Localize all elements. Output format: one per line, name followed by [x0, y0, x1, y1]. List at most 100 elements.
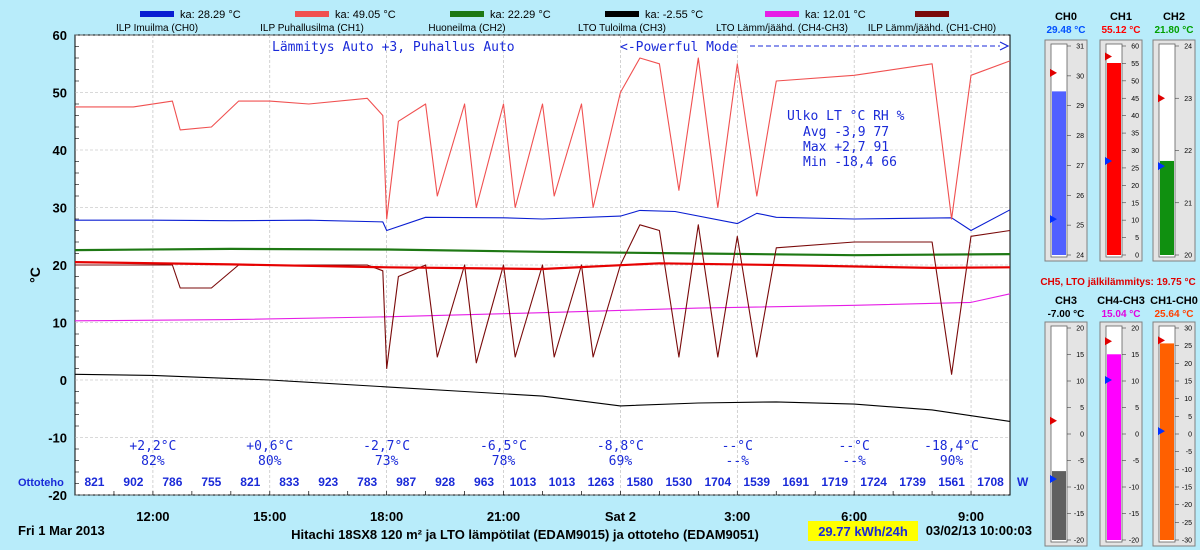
y-tick-label: -10 [48, 431, 67, 446]
gauge-min-marker [1105, 375, 1112, 384]
gauge-label: CH3 [1055, 295, 1077, 307]
gauge-tick-label: 30 [1131, 148, 1139, 155]
outdoor-stats-min: Min -18,4 66 [803, 155, 897, 170]
gauge-tick-label: -15 [1074, 511, 1084, 518]
gauge-tick-label: 25 [1076, 223, 1084, 230]
outdoor-rh-label: 80% [258, 454, 282, 469]
gauge-fill [1052, 91, 1066, 255]
gauge-tick-label: -5 [1078, 458, 1084, 465]
gauge-tick-label: 20 [1184, 253, 1192, 260]
temperature-chart: -20 -10 0 10 20 30 40 50 60 12:00 15:00 18:00 21:00 S… [18, 9, 1032, 542]
outdoor-temp-label: --°C [839, 439, 870, 454]
ottoteho-value: 821 [84, 475, 104, 489]
energy-badge: 29.77 kWh/24h [818, 524, 908, 539]
energy-badge-background [808, 521, 918, 541]
gauge-max-marker [1050, 416, 1057, 425]
gauge-label: CH0 [1055, 11, 1077, 23]
series-line-1 [75, 57, 1011, 220]
outdoor-temp-label: -2,7°C [363, 439, 410, 454]
legend-avg: ka: 28.29 °C [180, 9, 241, 21]
gauge-fill [1160, 343, 1174, 540]
y-tick-label: 30 [53, 201, 67, 216]
outdoor-stats-header: Ulko LT °C RH % [787, 109, 905, 124]
powerful-mode-annotation: <-Powerful Mode [620, 40, 738, 55]
gauge-tick-label: 25 [1184, 343, 1192, 350]
gauge-label: CH1-CH0 [1150, 295, 1198, 307]
gauge-tick-label: 15 [1131, 352, 1139, 359]
gauge-value: 15.04 °C [1101, 309, 1140, 320]
gauge-tick-label: -10 [1129, 485, 1139, 492]
gauge-min-marker [1158, 427, 1165, 436]
gauge-label: CH4-CH3 [1097, 295, 1145, 307]
gauge-tick-label: 23 [1184, 96, 1192, 103]
legend-name: LTO Tuloilma (CH3) [578, 23, 666, 34]
ottoteho-value: 987 [396, 475, 416, 489]
gauge-tick-label: 10 [1131, 379, 1139, 386]
gauge-tick-label: -15 [1129, 511, 1139, 518]
ottoteho-value: 755 [201, 475, 221, 489]
ottoteho-value: 1704 [704, 475, 731, 489]
x-tick-label: 3:00 [724, 509, 750, 524]
y-tick-label: -20 [48, 488, 67, 503]
mode-annotation: Lämmitys Auto +3, Puhallus Auto [272, 40, 515, 55]
y-tick-label: 40 [53, 143, 67, 158]
outdoor-stats-max: Max +2,7 91 [803, 140, 889, 155]
ch5-readout: CH5, LTO jälkilämmitys: 19.75 °C [1040, 277, 1195, 288]
ottoteho-value: 1708 [977, 475, 1004, 489]
legend-swatch-1 [295, 11, 329, 17]
y-axis-label: °C [27, 267, 43, 283]
outdoor-rh-label: 90% [940, 454, 964, 469]
outdoor-temp-label: -8,8°C [597, 439, 644, 454]
footer-title: Hitachi 18SX8 120 m² ja LTO lämpötilat (… [291, 527, 759, 542]
outdoor-rh-label: 73% [375, 454, 399, 469]
ottoteho-value: 928 [435, 475, 455, 489]
ottoteho-value: 923 [318, 475, 338, 489]
gauge-tick-label: 35 [1131, 131, 1139, 138]
x-tick-label: 6:00 [841, 509, 867, 524]
ottoteho-value: 902 [123, 475, 143, 489]
gauge-value: 29.48 °C [1046, 25, 1085, 36]
outdoor-rh-label: --% [726, 454, 750, 469]
gauge-tick-label: 15 [1131, 200, 1139, 207]
series-line-4 [74, 293, 1011, 322]
series-group [74, 57, 1011, 422]
legend-avg: ka: 49.05 °C [335, 9, 396, 21]
gauge-tick-label: 5 [1188, 414, 1192, 421]
gauge-tick-label: 20 [1131, 326, 1139, 333]
legend-swatch-0 [140, 11, 174, 17]
legend-name: ILP Imuilma (CH0) [116, 23, 198, 34]
gauge-tick-label: 15 [1076, 352, 1084, 359]
gauge-label: CH1 [1110, 11, 1132, 23]
ottoteho-value: 1724 [860, 475, 887, 489]
gauge-tick-label: 29 [1076, 103, 1084, 110]
x-tick-label: 15:00 [253, 509, 286, 524]
legend: ka: 28.29 °C ILP Imuilma (CH0) ka: 49.05 °… [116, 9, 996, 34]
outdoor-temp-label: -6,5°C [480, 439, 527, 454]
gauge-tick-label: 30 [1184, 326, 1192, 333]
ottoteho-value: 1739 [899, 475, 926, 489]
gauge-tick-label: 50 [1131, 78, 1139, 85]
gauge-tick-label: 20 [1076, 326, 1084, 333]
gauge-tick-label: 30 [1076, 73, 1084, 80]
ottoteho-value: 1561 [938, 475, 965, 489]
legend-swatch-4 [765, 11, 799, 17]
series-line-0 [75, 209, 1011, 232]
ottoteho-value: 1691 [782, 475, 809, 489]
gauge-tick-label: 5 [1080, 405, 1084, 412]
x-tick-label: 18:00 [370, 509, 403, 524]
gauge-tick-label: -20 [1182, 502, 1192, 509]
ottoteho-value: 786 [162, 475, 182, 489]
gauge-tick-label: 15 [1184, 379, 1192, 386]
gauge-value: 55.12 °C [1101, 25, 1140, 36]
gauge-tick-label: 5 [1135, 405, 1139, 412]
gauge-tick-label: 28 [1076, 133, 1084, 140]
gauge-tick-label: 24 [1076, 253, 1084, 260]
gauge-value: 25.64 °C [1154, 309, 1193, 320]
ottoteho-value: 1013 [510, 475, 537, 489]
gauge-tick-label: 10 [1131, 218, 1139, 225]
ottoteho-value: 1539 [743, 475, 770, 489]
powerful-mode-arrow-head [999, 41, 1010, 51]
gauge-tick-label: 0 [1135, 432, 1139, 439]
gauge-max-marker [1105, 337, 1112, 346]
gauge-tick-label: 55 [1131, 61, 1139, 68]
